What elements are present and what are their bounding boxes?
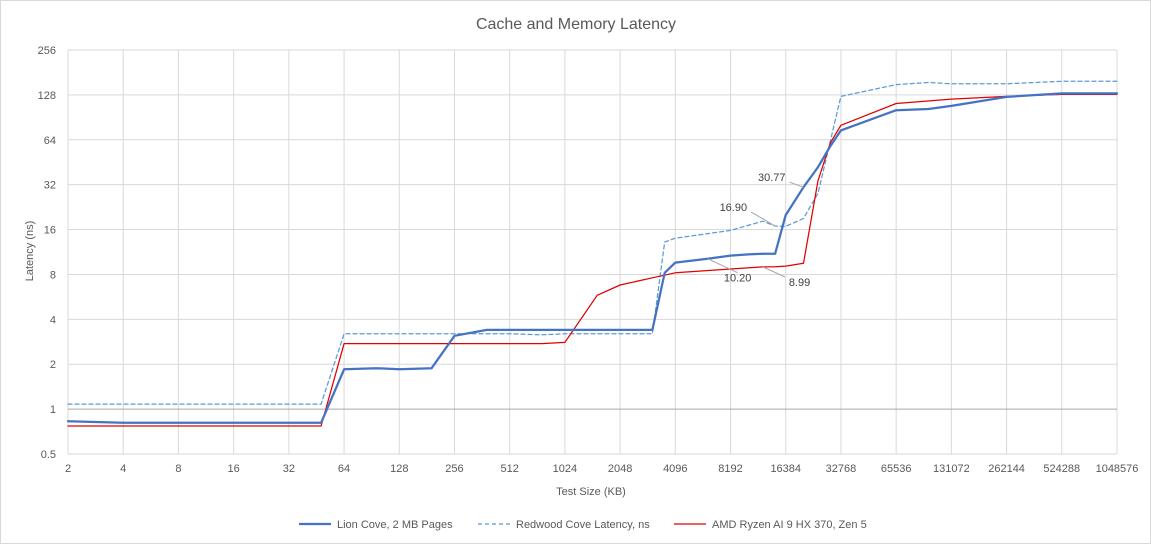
x-tick-label: 16 [228, 463, 240, 475]
annotation-leader [750, 211, 776, 227]
y-tick-label: 0.5 [41, 449, 56, 461]
series-line-2 [67, 93, 1118, 427]
x-tick-label: 64 [338, 463, 350, 475]
grid-layer [67, 49, 1118, 455]
x-tick-label: 4 [120, 463, 126, 475]
annotation-layer: 30.77 16.90 10.20 8.99 [707, 172, 810, 289]
legend-item-0: Lion Cove, 2 MB Pages [299, 519, 453, 531]
x-tick-label: 1048576 [1096, 463, 1139, 475]
x-tick-label: 256 [445, 463, 463, 475]
legend-label: AMD Ryzen AI 9 HX 370, Zen 5 [712, 519, 867, 531]
data-label: 16.90 [720, 202, 748, 214]
y-tick-label: 64 [44, 135, 56, 147]
annotation-leader [707, 258, 738, 274]
series-line-0 [66, 92, 1119, 424]
x-tick-label: 131072 [933, 463, 970, 475]
x-tick-label: 32768 [826, 463, 857, 475]
legend-label: Redwood Cove Latency, ns [516, 519, 650, 531]
legend-item-1: Redwood Cove Latency, ns [478, 519, 650, 531]
series-layer [66, 80, 1119, 427]
x-tick-label: 8192 [718, 463, 742, 475]
x-tick-label: 128 [390, 463, 408, 475]
x-tick-label: 8 [175, 463, 181, 475]
legend-item-2: AMD Ryzen AI 9 HX 370, Zen 5 [674, 519, 867, 531]
data-label: 10.20 [724, 273, 752, 285]
data-label: 30.77 [758, 172, 786, 184]
x-tick-label: 16384 [770, 463, 801, 475]
y-axis-title: Latency (ns) [24, 221, 36, 282]
y-tick-label: 16 [44, 225, 56, 237]
x-tick-label: 2 [65, 463, 71, 475]
y-tick-label: 256 [38, 45, 56, 57]
y-tick-label: 4 [50, 314, 56, 326]
x-tick-label: 512 [501, 463, 519, 475]
y-tick-label: 8 [50, 269, 56, 281]
x-tick-label: 262144 [988, 463, 1025, 475]
y-tick-label: 2 [50, 359, 56, 371]
series-line-1 [67, 80, 1118, 405]
x-tick-label: 32 [283, 463, 295, 475]
x-tick-label: 65536 [881, 463, 912, 475]
annotation-leader [762, 266, 786, 278]
chart-title: Cache and Memory Latency [476, 16, 676, 33]
data-label: 8.99 [789, 277, 810, 289]
annotation-leader [789, 181, 804, 188]
x-axis-title: Test Size (KB) [556, 486, 626, 498]
x-tick-label: 4096 [663, 463, 687, 475]
y-tick-label: 128 [38, 90, 56, 102]
x-tick-label: 524288 [1043, 463, 1080, 475]
y-tick-label: 1 [50, 404, 56, 416]
x-tick-label: 1024 [553, 463, 577, 475]
tick-layer: 2 4 8 16 32 64 128 256 512 1024 2048 4096 8192 16384 3… [38, 45, 1139, 475]
x-tick-label: 2048 [608, 463, 632, 475]
legend-label: Lion Cove, 2 MB Pages [337, 519, 453, 531]
legend: Lion Cove, 2 MB Pages Redwood Cove Latenc… [299, 519, 867, 531]
y-tick-label: 32 [44, 180, 56, 192]
